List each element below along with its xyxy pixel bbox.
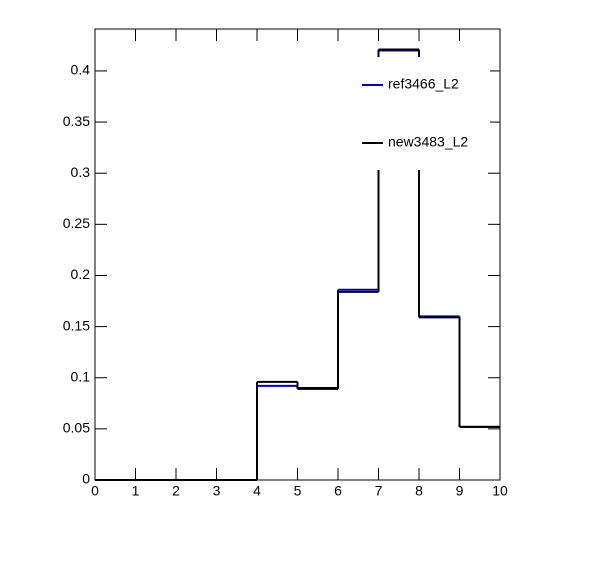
- y-tick-label: 0.15: [63, 317, 90, 333]
- x-tick-label: 2: [172, 483, 180, 499]
- x-tick-label: 7: [375, 483, 383, 499]
- x-tick-label: 4: [253, 483, 261, 499]
- y-tick-label: 0.35: [63, 113, 90, 129]
- x-tick-label: 9: [456, 483, 464, 499]
- x-tick-label: 5: [294, 483, 302, 499]
- x-tick-label: 3: [213, 483, 221, 499]
- x-tick-label: 0: [91, 483, 99, 499]
- legend-label: ref3466_L2: [388, 76, 459, 92]
- legend-box: [355, 57, 490, 170]
- x-tick-label: 6: [334, 483, 342, 499]
- y-tick-label: 0.1: [71, 368, 91, 384]
- x-tick-label: 10: [492, 483, 508, 499]
- y-tick-label: 0.2: [71, 266, 91, 282]
- x-tick-label: 8: [415, 483, 423, 499]
- legend-label: new3483_L2: [388, 134, 468, 150]
- y-tick-label: 0: [82, 471, 90, 487]
- y-tick-label: 0.25: [63, 215, 90, 231]
- y-tick-label: 0.3: [71, 164, 91, 180]
- y-tick-label: 0.4: [71, 62, 91, 78]
- y-tick-label: 0.05: [63, 420, 90, 436]
- x-tick-label: 1: [132, 483, 140, 499]
